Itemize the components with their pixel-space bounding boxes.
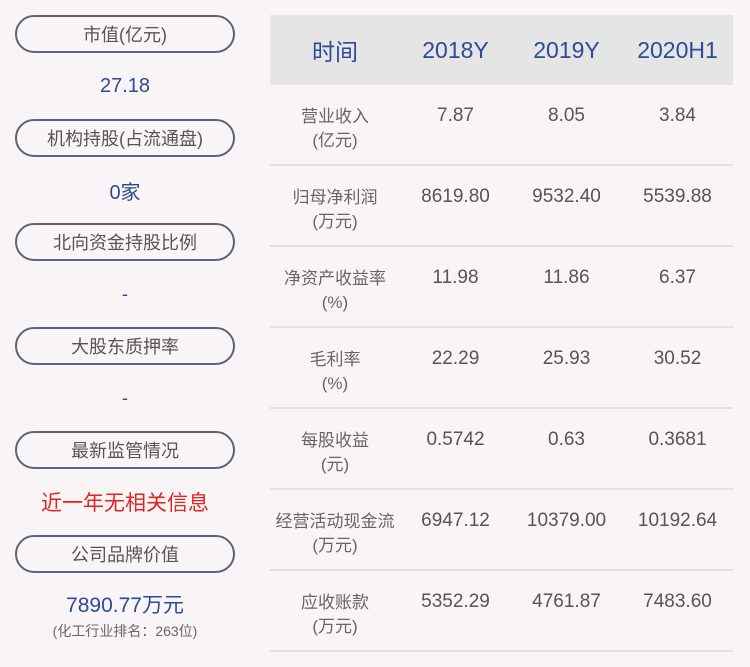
- table-row: 应收账款 (万元) 5352.29 4761.87 7483.60: [270, 571, 733, 652]
- metric-name: 营业收入: [301, 107, 369, 126]
- table-row: 净资产收益率 (%) 11.98 11.86 6.37: [270, 247, 733, 328]
- cell-value: 6.37: [659, 267, 696, 288]
- cell-value: 10192.64: [637, 510, 718, 531]
- table-header: 时间 2018Y 2019Y 2020H1: [270, 15, 733, 85]
- table-row: 每股收益 (元) 0.5742 0.63 0.3681: [270, 409, 733, 490]
- pledge-block: 大股东质押率 -: [15, 327, 235, 431]
- cell-value: 5539.88: [643, 186, 712, 207]
- financial-table: 时间 2018Y 2019Y 2020H1 营业收入 (亿元) 7.87 8.05 3.…: [270, 15, 733, 652]
- header-time: 时间: [312, 39, 358, 65]
- cell-value: 25.93: [542, 348, 591, 369]
- cell-value: 7.87: [437, 105, 474, 126]
- brand-rank: (化工行业排名：263位): [52, 623, 198, 639]
- metric-unit: (元): [320, 455, 350, 474]
- cell-value: 30.52: [653, 348, 702, 369]
- cell-value: 5352.29: [421, 591, 490, 612]
- brand-value: 7890.77万元: [66, 594, 184, 617]
- cell-value: 0.3681: [648, 429, 707, 450]
- table-row: 归母净利润 (万元) 8619.80 9532.40 5539.88: [270, 166, 733, 247]
- market-cap-value: 27.18: [99, 74, 151, 97]
- brand-value-label: 公司品牌价值: [15, 535, 235, 573]
- cell-value: 7483.60: [643, 591, 712, 612]
- pledge-value: -: [122, 387, 128, 408]
- cell-value: 0.63: [548, 429, 585, 450]
- row-label: 应收账款 (万元): [270, 591, 400, 639]
- row-label: 营业收入 (亿元): [270, 105, 400, 153]
- metric-unit: (万元): [312, 617, 358, 636]
- institution-holding-label: 机构持股(占流通盘): [15, 119, 235, 157]
- market-cap-block: 市值(亿元) 27.18: [15, 15, 235, 119]
- metric-name: 归母净利润: [292, 188, 378, 207]
- row-label: 毛利率 (%): [270, 348, 400, 396]
- cell-value: 9532.40: [532, 186, 601, 207]
- metric-name: 每股收益: [301, 431, 369, 450]
- institution-holding-value: 0家: [109, 181, 141, 204]
- institution-holding-block: 机构持股(占流通盘) 0家: [15, 119, 235, 223]
- metric-unit: (亿元): [312, 131, 358, 150]
- table-row: 营业收入 (亿元) 7.87 8.05 3.84: [270, 85, 733, 166]
- cell-value: 3.84: [659, 105, 696, 126]
- cell-value: 22.29: [431, 348, 480, 369]
- header-2018: 2018Y: [422, 36, 489, 63]
- table-row: 毛利率 (%) 22.29 25.93 30.52: [270, 328, 733, 409]
- northbound-block: 北向资金持股比例 -: [15, 223, 235, 327]
- row-label: 净资产收益率 (%): [270, 267, 400, 315]
- regulation-value: 近一年无相关信息: [41, 492, 209, 515]
- row-label: 每股收益 (元): [270, 429, 400, 477]
- row-label: 经营活动现金流 (万元): [270, 510, 400, 558]
- table-row: 经营活动现金流 (万元) 6947.12 10379.00 10192.64: [270, 490, 733, 571]
- cell-value: 8.05: [548, 105, 585, 126]
- metric-name: 经营活动现金流: [275, 512, 395, 531]
- stock-summary-panel: 市值(亿元) 27.18 机构持股(占流通盘) 0家 北向资金持股比例 - 大股…: [15, 15, 235, 639]
- regulation-label: 最新监管情况: [15, 431, 235, 469]
- row-label: 归母净利润 (万元): [270, 186, 400, 234]
- cell-value: 10379.00: [526, 510, 607, 531]
- northbound-value: -: [122, 283, 128, 304]
- header-2019: 2019Y: [533, 36, 600, 63]
- metric-name: 毛利率: [309, 350, 361, 369]
- metric-unit: (万元): [312, 212, 358, 231]
- cell-value: 11.86: [543, 267, 590, 288]
- pledge-label: 大股东质押率: [15, 327, 235, 365]
- regulation-block: 最新监管情况 近一年无相关信息: [15, 431, 235, 535]
- cell-value: 6947.12: [421, 510, 490, 531]
- northbound-label: 北向资金持股比例: [15, 223, 235, 261]
- header-2020h1: 2020H1: [637, 36, 718, 63]
- cell-value: 0.5742: [426, 429, 485, 450]
- metric-unit: (%): [321, 293, 349, 312]
- market-cap-label: 市值(亿元): [15, 15, 235, 53]
- cell-value: 11.98: [432, 267, 479, 288]
- cell-value: 8619.80: [421, 186, 490, 207]
- metric-unit: (万元): [312, 536, 358, 555]
- metric-name: 净资产收益率: [284, 269, 386, 288]
- metric-unit: (%): [321, 374, 349, 393]
- brand-value-block: 公司品牌价值 7890.77万元 (化工行业排名：263位): [15, 535, 235, 639]
- metric-name: 应收账款: [301, 593, 369, 612]
- cell-value: 4761.87: [532, 591, 601, 612]
